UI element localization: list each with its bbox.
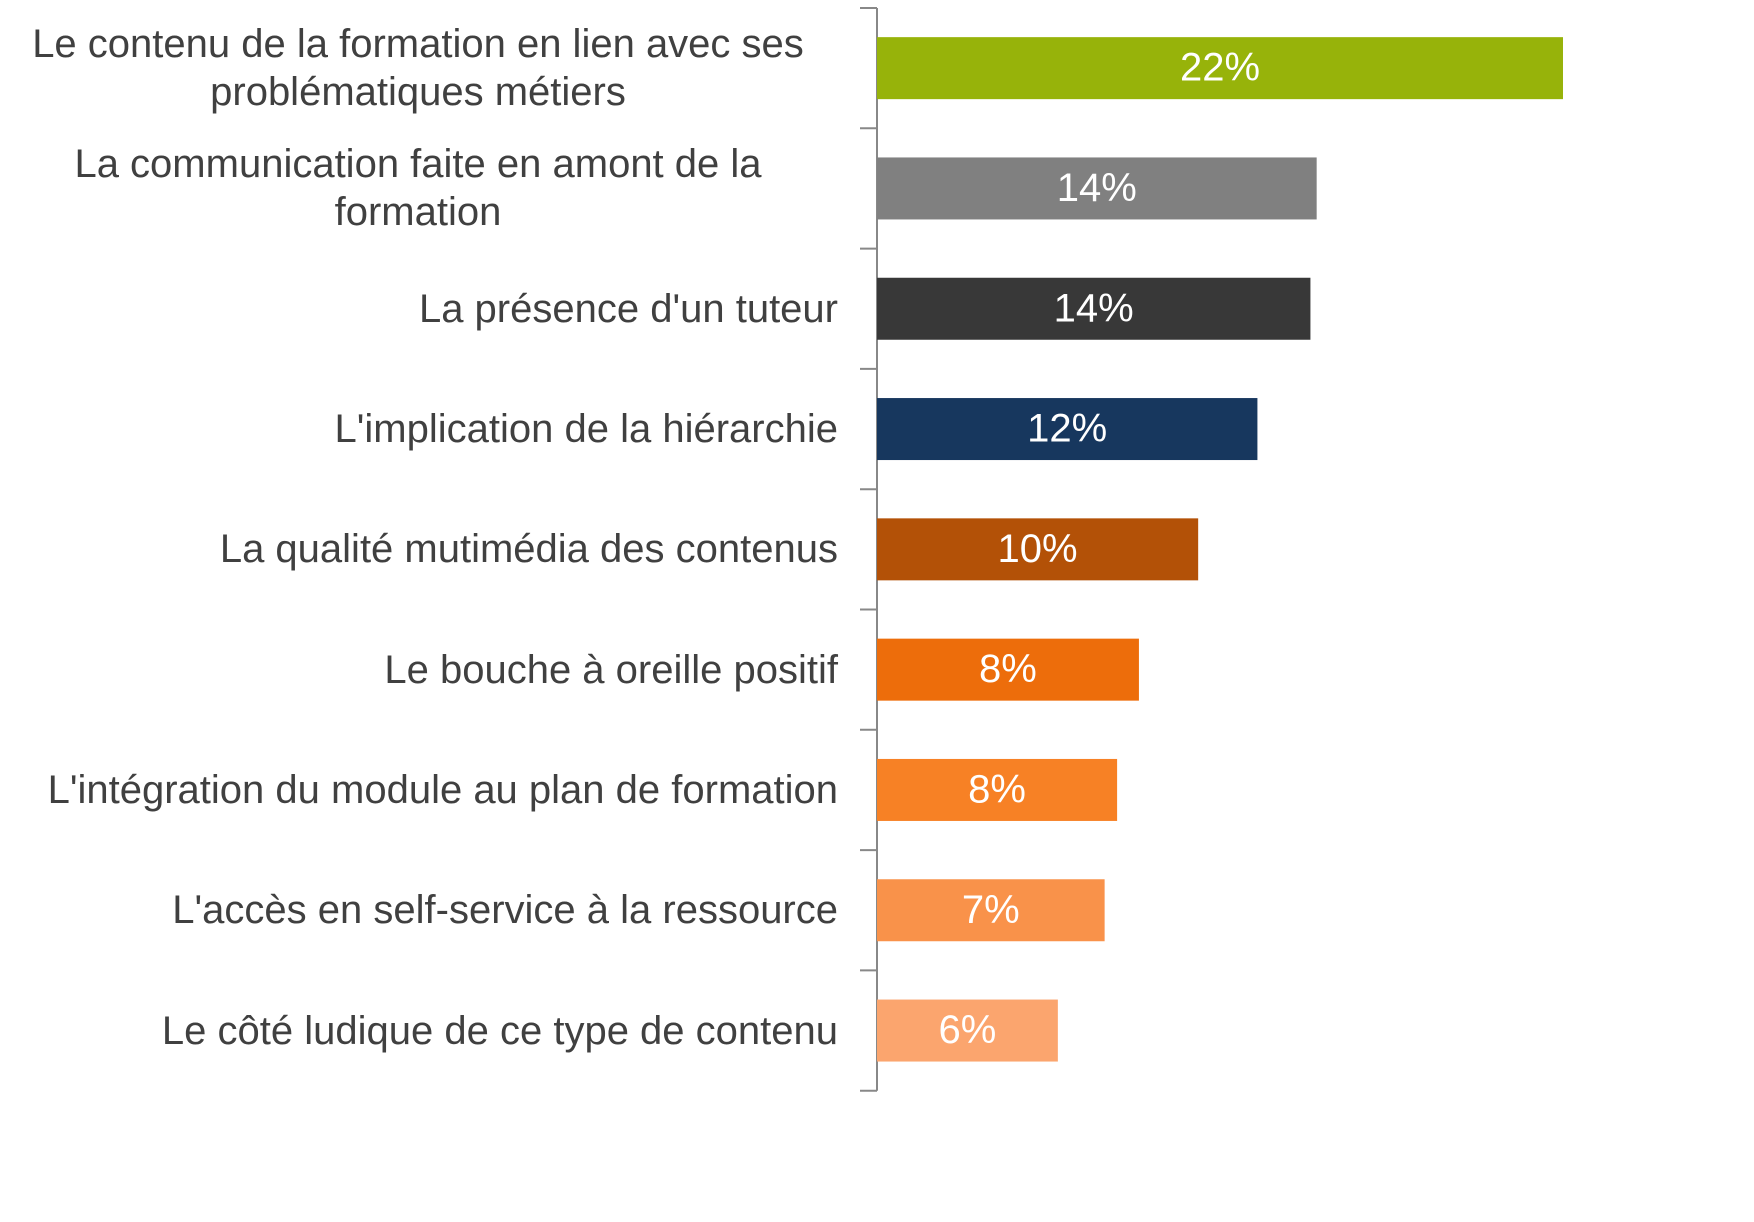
category-label-box: La communication faite en amont de la fo… [0, 128, 838, 248]
category-label: Le côté ludique de ce type de contenu [161, 1008, 838, 1053]
category-label-box: L'intégration du module au plan de forma… [0, 730, 838, 850]
bar [877, 638, 1139, 701]
category-label: La présence d'un tuteur [418, 286, 838, 331]
category-label-box: Le contenu de la formation en lien avec … [0, 8, 838, 128]
category-label-box: La qualité mutimédia des contenus [0, 489, 838, 609]
category-label-box: L'implication de la hiérarchie [0, 369, 838, 489]
category-label: Le contenu de la formation en lien avec … [32, 22, 804, 115]
category-label: L'intégration du module au plan de forma… [47, 767, 838, 812]
category-label-box: Le bouche à oreille positif [0, 610, 838, 730]
category-label-box: Le côté ludique de ce type de contenu [0, 971, 838, 1091]
bar [877, 999, 1058, 1062]
data-label: 14% [1057, 166, 1137, 210]
data-label: 8% [979, 647, 1037, 691]
bar [877, 879, 1105, 942]
bar [877, 398, 1258, 461]
bar [877, 758, 1118, 821]
data-label: 7% [962, 888, 1020, 932]
category-label-box: L'accès en self-service à la ressource [0, 850, 838, 970]
bar [877, 277, 1311, 340]
data-label: 6% [939, 1008, 997, 1052]
bar [877, 37, 1563, 100]
data-label: 8% [968, 768, 1026, 812]
data-label: 14% [1054, 286, 1134, 330]
data-label: 10% [998, 527, 1078, 571]
category-label: L'implication de la hiérarchie [334, 407, 838, 452]
data-label: 22% [1180, 46, 1260, 90]
bar [877, 518, 1199, 581]
category-label: L'accès en self-service à la ressource [172, 888, 838, 933]
category-label: La communication faite en amont de la fo… [74, 142, 762, 235]
data-label: 12% [1027, 407, 1107, 451]
bar [877, 157, 1317, 220]
category-label: Le bouche à oreille positif [384, 647, 838, 692]
category-label: La qualité mutimédia des contenus [219, 527, 838, 572]
category-label-box: La présence d'un tuteur [0, 249, 838, 369]
